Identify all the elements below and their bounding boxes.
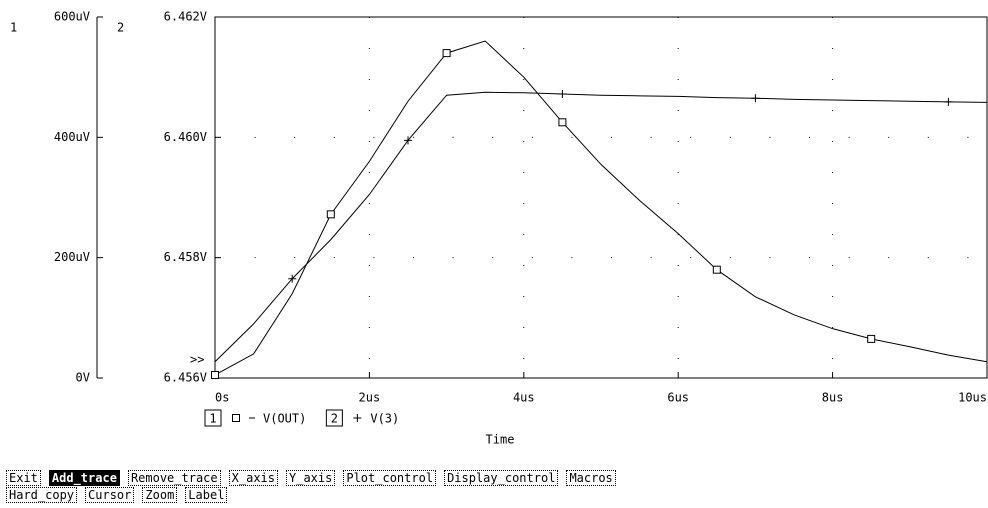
menu-item[interactable]: Exit <box>6 470 41 486</box>
square-marker <box>867 334 876 343</box>
legend-axis-id: 2 <box>331 412 338 426</box>
menu-item[interactable]: X_axis <box>228 470 278 486</box>
plus-marker <box>404 136 412 145</box>
menu-item[interactable]: Hard_copy <box>6 487 78 503</box>
menu-item[interactable]: Zoom <box>142 487 178 503</box>
probe-chart: 1 2 0V 200uV 400uV 600uV 6.456V 6.458V 6.460V 6.4… <box>10 10 988 447</box>
y1-tick-label: 600uV <box>54 10 90 24</box>
y2-tick-label: 6.462V <box>164 10 207 24</box>
square-marker <box>326 210 335 219</box>
x-tick-label: 6us <box>667 391 689 405</box>
legend-label: V(3) <box>370 412 399 426</box>
menu-bar: Exit Add_trace Remove_trace X_axis Y_axis Plo… <box>6 470 624 504</box>
square-marker <box>211 370 219 379</box>
x-tick-label: 10us <box>958 391 987 405</box>
legend-axis-box <box>204 409 222 427</box>
legend-axis-box <box>325 409 343 427</box>
menu-item[interactable]: Y_axis <box>286 470 336 486</box>
menu-item[interactable]: Display_control <box>444 470 559 486</box>
plus-marker <box>751 94 760 103</box>
x-tick-label: 8us <box>822 391 844 405</box>
trace <box>214 40 988 376</box>
menu-item[interactable]: Macros <box>566 470 616 486</box>
y1-tick-label: 200uV <box>54 250 90 264</box>
menu-row: Hard_copy Cursor Zoom Label <box>6 487 624 504</box>
legend-symbol <box>353 414 362 422</box>
x-tick-label: 4us <box>513 391 535 405</box>
legend-axis-id: 1 <box>209 412 216 426</box>
menu-item[interactable]: Label <box>185 487 228 503</box>
square-marker <box>558 118 567 127</box>
x-tick-label: 2us <box>359 391 381 405</box>
x-tick-label: 0s <box>215 391 229 405</box>
x-axis-label: Time <box>486 433 515 447</box>
y2-axis-id: 2 <box>117 21 124 35</box>
square-marker <box>442 49 451 58</box>
y1-tick-label: 400uV <box>54 130 90 144</box>
plus-marker <box>288 274 297 283</box>
y1-axis-id: 1 <box>10 21 17 35</box>
plus-marker <box>558 90 567 99</box>
menu-item[interactable]: Cursor <box>85 487 135 503</box>
plus-marker <box>944 97 953 106</box>
y2-tick-label: 6.460V <box>164 130 207 144</box>
legend-label: V(OUT) <box>263 412 306 426</box>
plot-frame <box>214 16 988 379</box>
offscale-marker: >> <box>190 353 204 367</box>
trace <box>214 91 988 363</box>
y1-tick-label: 0V <box>76 371 90 385</box>
menu-item[interactable]: Plot_control <box>343 470 437 486</box>
menu-item[interactable]: Remove_trace <box>127 470 221 486</box>
y2-tick-label: 6.458V <box>164 250 207 264</box>
menu-row: Exit Add_trace Remove_trace X_axis Y_axis Plo… <box>6 470 624 487</box>
menu-item[interactable]: Add_trace <box>48 470 120 486</box>
legend-symbol <box>232 414 240 422</box>
square-marker <box>712 265 721 274</box>
y2-tick-label: 6.456V <box>164 371 207 385</box>
